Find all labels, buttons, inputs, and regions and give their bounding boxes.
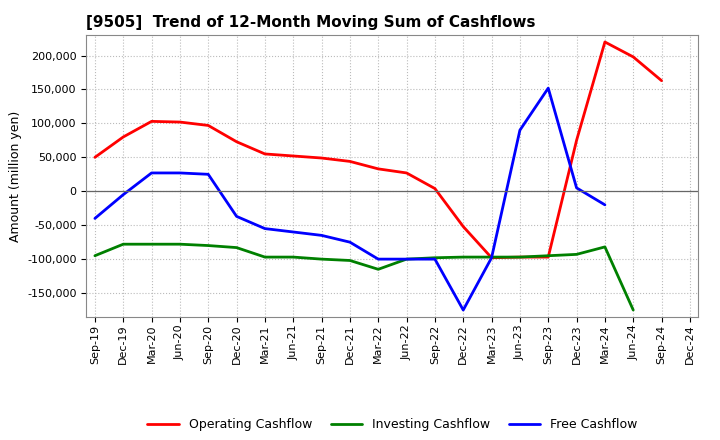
Line: Operating Cashflow: Operating Cashflow [95, 42, 662, 258]
Free Cashflow [572, 185, 581, 191]
Investing Cashflow [600, 244, 609, 249]
Operating Cashflow [459, 224, 467, 229]
Operating Cashflow [629, 54, 637, 59]
Operating Cashflow [402, 170, 411, 176]
Investing Cashflow [289, 254, 297, 260]
Investing Cashflow [204, 243, 212, 248]
Investing Cashflow [119, 242, 127, 247]
Investing Cashflow [431, 255, 439, 260]
Investing Cashflow [374, 267, 382, 272]
Investing Cashflow [261, 254, 269, 260]
Free Cashflow [148, 170, 156, 176]
Free Cashflow [204, 172, 212, 177]
Investing Cashflow [459, 254, 467, 260]
Free Cashflow [176, 170, 184, 176]
Investing Cashflow [176, 242, 184, 247]
Free Cashflow [487, 255, 496, 260]
Free Cashflow [544, 85, 552, 91]
Y-axis label: Amount (million yen): Amount (million yen) [9, 110, 22, 242]
Operating Cashflow [346, 159, 354, 164]
Investing Cashflow [233, 245, 241, 250]
Operating Cashflow [374, 166, 382, 172]
Operating Cashflow [516, 254, 524, 260]
Operating Cashflow [600, 39, 609, 44]
Investing Cashflow [318, 257, 326, 262]
Investing Cashflow [544, 253, 552, 258]
Line: Free Cashflow: Free Cashflow [95, 88, 605, 310]
Operating Cashflow [318, 155, 326, 161]
Free Cashflow [119, 192, 127, 197]
Free Cashflow [233, 214, 241, 219]
Text: [9505]  Trend of 12-Month Moving Sum of Cashflows: [9505] Trend of 12-Month Moving Sum of C… [86, 15, 536, 30]
Legend: Operating Cashflow, Investing Cashflow, Free Cashflow: Operating Cashflow, Investing Cashflow, … [143, 413, 642, 436]
Investing Cashflow [629, 308, 637, 313]
Operating Cashflow [487, 255, 496, 260]
Free Cashflow [402, 257, 411, 262]
Free Cashflow [374, 257, 382, 262]
Operating Cashflow [204, 123, 212, 128]
Operating Cashflow [233, 139, 241, 144]
Free Cashflow [459, 308, 467, 313]
Free Cashflow [289, 229, 297, 235]
Operating Cashflow [431, 186, 439, 191]
Operating Cashflow [544, 254, 552, 260]
Free Cashflow [318, 233, 326, 238]
Free Cashflow [346, 239, 354, 245]
Investing Cashflow [91, 253, 99, 258]
Line: Investing Cashflow: Investing Cashflow [95, 244, 633, 310]
Investing Cashflow [346, 258, 354, 263]
Investing Cashflow [516, 254, 524, 260]
Free Cashflow [600, 202, 609, 208]
Free Cashflow [91, 216, 99, 221]
Operating Cashflow [148, 119, 156, 124]
Investing Cashflow [487, 254, 496, 260]
Free Cashflow [516, 128, 524, 133]
Operating Cashflow [657, 78, 666, 83]
Operating Cashflow [572, 138, 581, 143]
Operating Cashflow [91, 155, 99, 160]
Free Cashflow [261, 226, 269, 231]
Operating Cashflow [261, 151, 269, 157]
Investing Cashflow [148, 242, 156, 247]
Investing Cashflow [572, 252, 581, 257]
Investing Cashflow [402, 257, 411, 262]
Operating Cashflow [119, 134, 127, 139]
Free Cashflow [431, 257, 439, 262]
Operating Cashflow [176, 119, 184, 125]
Operating Cashflow [289, 154, 297, 159]
